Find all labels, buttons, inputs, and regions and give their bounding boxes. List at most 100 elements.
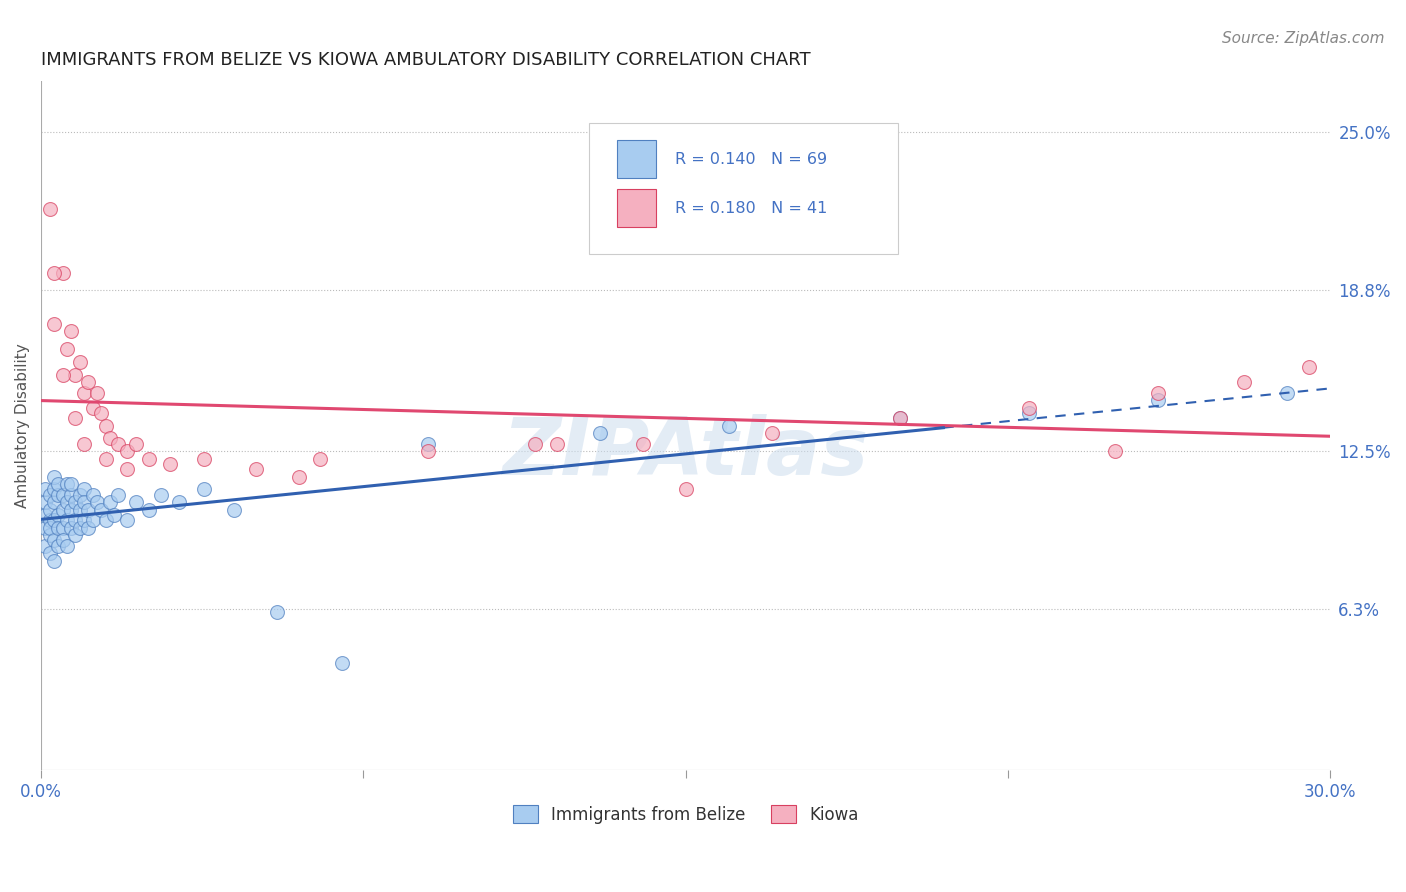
Point bbox=[38, 546, 60, 560]
Point bbox=[34, 495, 56, 509]
Point bbox=[65, 495, 87, 509]
Point bbox=[73, 483, 96, 497]
Point bbox=[245, 462, 267, 476]
Point bbox=[46, 539, 69, 553]
Point bbox=[82, 401, 104, 415]
Point bbox=[588, 426, 610, 441]
Point bbox=[193, 451, 215, 466]
Point bbox=[60, 503, 83, 517]
Point bbox=[86, 385, 108, 400]
Point bbox=[60, 487, 83, 501]
Point bbox=[77, 376, 100, 390]
Point bbox=[38, 528, 60, 542]
Point bbox=[38, 503, 60, 517]
Text: IMMIGRANTS FROM BELIZE VS KIOWA AMBULATORY DISABILITY CORRELATION CHART: IMMIGRANTS FROM BELIZE VS KIOWA AMBULATO… bbox=[41, 51, 811, 69]
Point bbox=[77, 503, 100, 517]
Point bbox=[69, 487, 91, 501]
Point bbox=[138, 503, 160, 517]
Point bbox=[42, 317, 65, 331]
Point bbox=[288, 469, 311, 483]
Point bbox=[56, 513, 79, 527]
Point bbox=[98, 495, 121, 509]
Point bbox=[77, 521, 100, 535]
Point bbox=[38, 513, 60, 527]
Point bbox=[138, 451, 160, 466]
Point bbox=[52, 266, 75, 280]
Point bbox=[34, 483, 56, 497]
Point bbox=[52, 533, 75, 548]
Point bbox=[1018, 401, 1040, 415]
Point bbox=[56, 477, 79, 491]
Point bbox=[52, 503, 75, 517]
Point bbox=[38, 521, 60, 535]
Point bbox=[52, 487, 75, 501]
Point bbox=[1147, 393, 1170, 408]
Point bbox=[65, 368, 87, 382]
Point bbox=[73, 385, 96, 400]
Point bbox=[159, 457, 181, 471]
Bar bbox=[617, 140, 657, 178]
Point bbox=[42, 483, 65, 497]
Point bbox=[42, 533, 65, 548]
Point bbox=[107, 436, 129, 450]
Point bbox=[107, 487, 129, 501]
Point bbox=[115, 513, 138, 527]
Point bbox=[46, 508, 69, 522]
Point bbox=[56, 495, 79, 509]
Point bbox=[69, 503, 91, 517]
Point bbox=[42, 495, 65, 509]
Point bbox=[416, 436, 439, 450]
Point bbox=[69, 355, 91, 369]
Point bbox=[60, 477, 83, 491]
Point bbox=[56, 342, 79, 356]
Point bbox=[309, 451, 332, 466]
Point bbox=[631, 436, 654, 450]
Point bbox=[266, 605, 288, 619]
Point bbox=[90, 406, 112, 420]
Point bbox=[73, 495, 96, 509]
Point bbox=[94, 418, 117, 433]
Point bbox=[65, 528, 87, 542]
Point bbox=[65, 411, 87, 425]
Point bbox=[86, 495, 108, 509]
Point bbox=[34, 539, 56, 553]
Point bbox=[52, 368, 75, 382]
Point bbox=[82, 513, 104, 527]
Point bbox=[42, 469, 65, 483]
Legend: Immigrants from Belize, Kiowa: Immigrants from Belize, Kiowa bbox=[513, 805, 858, 823]
Point bbox=[82, 487, 104, 501]
Point bbox=[46, 487, 69, 501]
Text: ZIPAtlas: ZIPAtlas bbox=[502, 414, 869, 492]
Bar bbox=[617, 189, 657, 227]
Point bbox=[524, 436, 547, 450]
Point bbox=[56, 539, 79, 553]
Point bbox=[1018, 406, 1040, 420]
Point bbox=[167, 495, 190, 509]
Point bbox=[34, 508, 56, 522]
Y-axis label: Ambulatory Disability: Ambulatory Disability bbox=[15, 343, 30, 508]
Point bbox=[761, 426, 783, 441]
Point bbox=[115, 444, 138, 458]
Point bbox=[94, 513, 117, 527]
Text: Source: ZipAtlas.com: Source: ZipAtlas.com bbox=[1222, 31, 1385, 46]
Text: R = 0.180   N = 41: R = 0.180 N = 41 bbox=[675, 202, 828, 216]
Point bbox=[1147, 385, 1170, 400]
Point bbox=[193, 483, 215, 497]
Point bbox=[416, 444, 439, 458]
Point bbox=[73, 436, 96, 450]
Point bbox=[717, 418, 740, 433]
Point bbox=[889, 411, 911, 425]
Point bbox=[60, 521, 83, 535]
Point bbox=[42, 554, 65, 568]
Point bbox=[330, 656, 353, 670]
Point bbox=[889, 411, 911, 425]
Point bbox=[46, 477, 69, 491]
Point bbox=[60, 324, 83, 338]
Text: R = 0.140   N = 69: R = 0.140 N = 69 bbox=[675, 152, 827, 167]
Point bbox=[98, 432, 121, 446]
Point bbox=[38, 202, 60, 216]
Point bbox=[42, 513, 65, 527]
Point bbox=[124, 436, 146, 450]
Point bbox=[73, 513, 96, 527]
Point bbox=[675, 483, 697, 497]
